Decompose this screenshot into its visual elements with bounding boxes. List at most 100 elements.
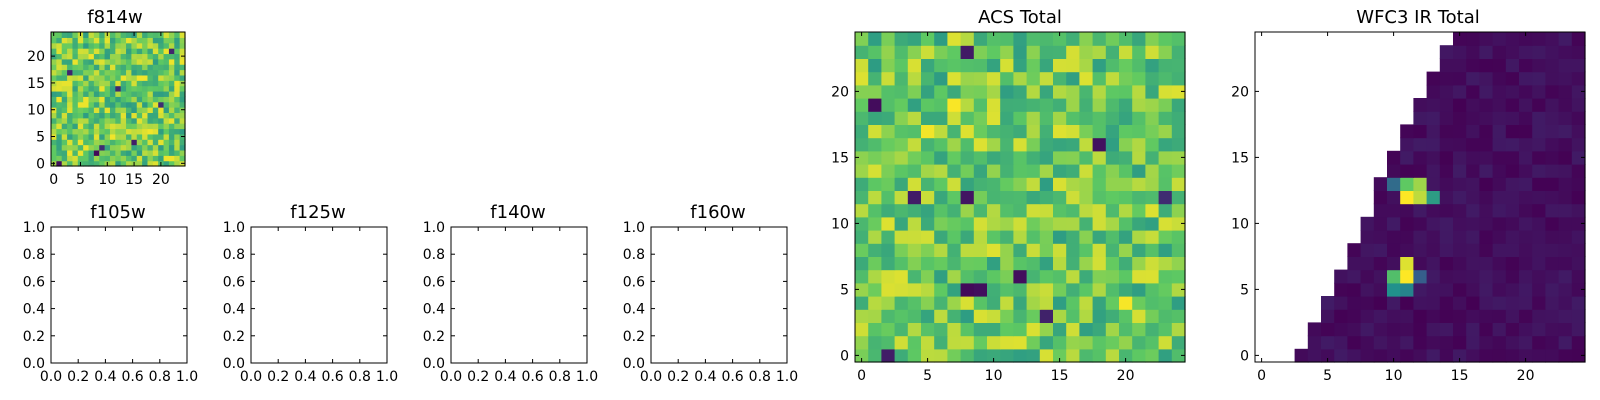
- heatmap-cell: [93, 117, 100, 124]
- ytick-label: 0.8: [223, 247, 245, 263]
- heatmap-cell: [1360, 335, 1375, 350]
- heatmap-cell: [99, 144, 106, 151]
- heatmap-cell: [1400, 335, 1414, 350]
- heatmap-cell: [174, 107, 181, 113]
- heatmap-cell: [1426, 282, 1441, 297]
- ytick-label: 10: [27, 103, 45, 119]
- ticks-f140w: 0.0 0.2 0.4 0.6 0.8 1.00.00.20.40.60.81.0: [423, 220, 598, 385]
- heatmap-cell: [1571, 243, 1586, 257]
- heatmap-cell: [67, 112, 74, 119]
- heatmap-cell: [126, 160, 132, 167]
- heatmap-cell: [1479, 111, 1494, 125]
- heatmap-cell: [1479, 269, 1494, 284]
- heatmap-cell: [1545, 164, 1560, 178]
- heatmap-cell: [99, 85, 106, 92]
- ytick-label: 0: [840, 348, 849, 364]
- heatmap-cell: [99, 133, 106, 140]
- heatmap-cell: [934, 137, 948, 152]
- heatmap-cell: [136, 53, 143, 60]
- heatmap-cell: [77, 69, 84, 76]
- heatmap-cell: [1466, 84, 1480, 99]
- heatmap-cell: [152, 155, 159, 162]
- heatmap-cell: [115, 80, 122, 87]
- heatmap-cell: [921, 124, 935, 139]
- heatmap-cell: [1053, 282, 1067, 297]
- heatmap-cell: [51, 128, 57, 135]
- heatmap-cell: [1532, 282, 1546, 297]
- heatmap-cell: [1066, 71, 1080, 86]
- heatmap-cell: [1039, 256, 1054, 271]
- heatmap-cell: [51, 90, 57, 97]
- heatmap-cell: [56, 144, 63, 151]
- heatmap-cell: [1171, 296, 1186, 310]
- heatmap-cell: [1571, 335, 1586, 350]
- heatmap-cell: [1466, 269, 1480, 284]
- heatmap-cell: [1171, 58, 1186, 73]
- xtick-label: 15: [1451, 368, 1469, 384]
- heatmap-cell: [163, 101, 170, 108]
- heatmap-cell: [1158, 190, 1173, 205]
- heatmap-cell: [987, 256, 1001, 271]
- heatmap-cell: [142, 32, 149, 38]
- heatmap-cell: [894, 137, 909, 152]
- heatmap-cell: [147, 53, 154, 60]
- heatmap-cell: [1000, 322, 1014, 337]
- heatmap-cell: [136, 133, 143, 140]
- heatmap-cell: [1171, 124, 1186, 139]
- heatmap-cell: [1492, 150, 1507, 165]
- heatmap-cell: [1519, 190, 1533, 205]
- heatmap-cell: [88, 128, 95, 135]
- heatmap-cell: [1105, 45, 1120, 59]
- heatmap-cell: [947, 230, 962, 244]
- heatmap-cell: [1334, 269, 1348, 284]
- heatmap-cell: [147, 133, 154, 140]
- heatmap-cell: [1545, 309, 1560, 323]
- heatmap-cell: [67, 128, 74, 135]
- heatmap-cell: [93, 58, 100, 65]
- heatmap-cell: [1558, 269, 1573, 284]
- heatmap-cell: [1066, 296, 1080, 310]
- heatmap-cell: [1066, 335, 1080, 350]
- axes-frame-f814w: [50, 31, 186, 167]
- title-wfc3-ir-total: WFC3 IR Total: [1356, 7, 1479, 28]
- heatmap-cell: [1571, 322, 1586, 337]
- heatmap-cell: [987, 230, 1001, 244]
- heatmap-cell: [894, 111, 909, 125]
- heatmap-cell: [115, 133, 122, 140]
- heatmap-cell: [855, 230, 869, 244]
- heatmap-cell: [1171, 322, 1186, 337]
- xtick-label: 1.0: [576, 369, 598, 385]
- heatmap-cell: [973, 335, 988, 350]
- heatmap-cell: [1013, 296, 1028, 310]
- heatmap-cell: [131, 90, 138, 97]
- heatmap-cell: [1453, 58, 1467, 73]
- heatmap-cell: [168, 85, 175, 92]
- heatmap-cell: [1013, 348, 1028, 363]
- heatmap-cell: [1439, 296, 1454, 310]
- heatmap-cell: [1532, 190, 1546, 205]
- heatmap-cell: [1453, 296, 1467, 310]
- heatmap-cell: [168, 37, 175, 44]
- heatmap-cell: [973, 111, 988, 125]
- heatmap-cell: [1171, 164, 1186, 178]
- heatmap-cell: [894, 150, 909, 165]
- heatmap-cell: [99, 117, 106, 124]
- heatmap-cell: [104, 117, 111, 124]
- heatmap-cell: [174, 117, 181, 124]
- heatmap-cell: [1519, 32, 1533, 46]
- heatmap-cell: [1145, 322, 1160, 337]
- heatmap-cell: [88, 149, 95, 156]
- heatmap-cell: [158, 58, 165, 65]
- heatmap-cell: [163, 123, 170, 130]
- heatmap-cell: [1479, 98, 1494, 112]
- heatmap-cell: [960, 150, 975, 165]
- heatmap-cell: [1026, 150, 1041, 165]
- heatmap-cell: [1545, 190, 1560, 205]
- xtick-label: 20: [1517, 368, 1535, 384]
- heatmap-cell: [907, 296, 922, 310]
- heatmap-cell: [921, 322, 935, 337]
- heatmap-cell: [1334, 309, 1348, 323]
- heatmap-cell: [168, 160, 175, 167]
- heatmap-cell: [894, 309, 909, 323]
